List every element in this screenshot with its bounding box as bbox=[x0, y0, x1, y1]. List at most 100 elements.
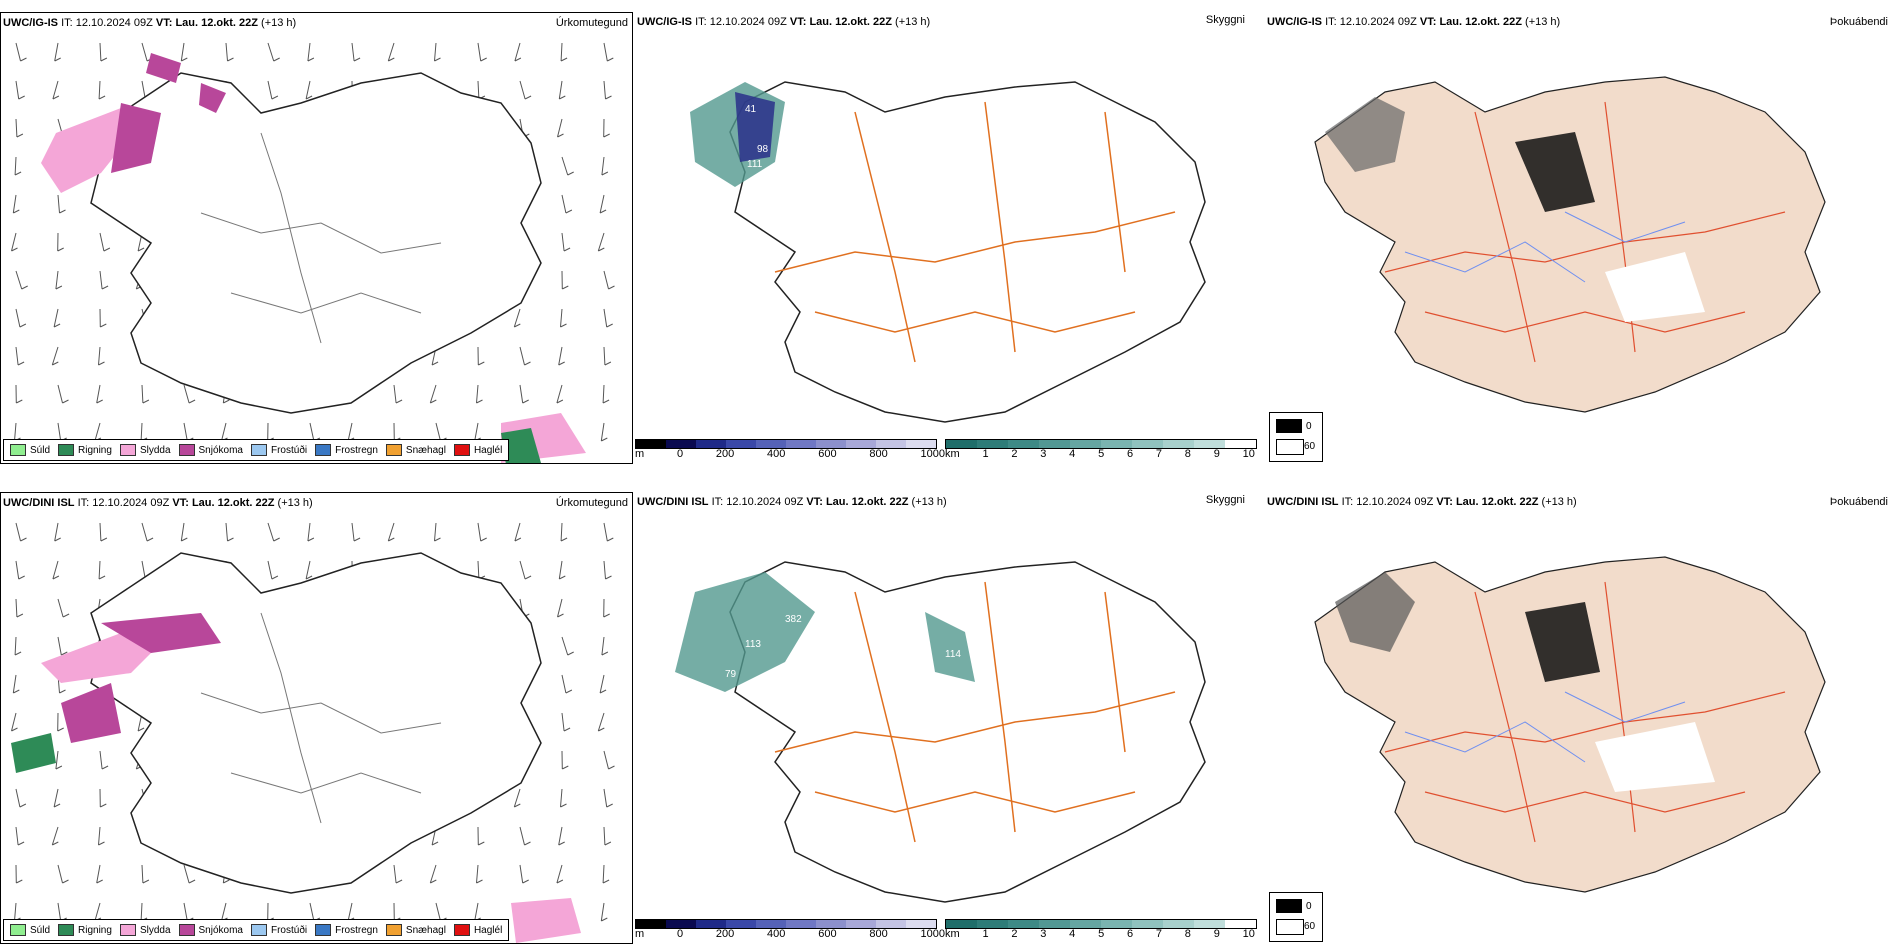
wind-barb bbox=[477, 560, 486, 580]
map-label: 98 bbox=[757, 144, 769, 155]
wind-barb bbox=[267, 42, 280, 62]
wind-barb bbox=[225, 42, 234, 62]
wind-barb bbox=[267, 522, 280, 542]
iceland-coast bbox=[90, 72, 542, 414]
wind-barb bbox=[602, 384, 610, 404]
map-label: 111 bbox=[705, 689, 721, 700]
legend-item: Frostregn bbox=[315, 444, 378, 456]
panel-title: UWC/DINI ISL IT: 12.10.2024 09Z VT: Lau.… bbox=[3, 497, 313, 509]
wind-barb bbox=[429, 384, 437, 404]
legend-item: Snæhagl bbox=[385, 924, 446, 936]
wind-barb bbox=[603, 270, 615, 290]
wind-barb bbox=[557, 598, 564, 618]
wind-barb bbox=[57, 712, 64, 732]
wind-barb bbox=[556, 864, 564, 884]
wind-barb bbox=[393, 384, 403, 404]
wind-barb bbox=[307, 522, 315, 542]
wind-barb bbox=[15, 42, 27, 62]
precip-map bbox=[11, 42, 615, 463]
wind-barb bbox=[15, 826, 25, 846]
legend-item: Frostúði bbox=[250, 444, 307, 456]
precip-type-panel-2: UWC/DINI ISL IT: 12.10.2024 09Z VT: Lau.… bbox=[0, 492, 633, 944]
wind-barb bbox=[603, 788, 613, 808]
wind-barb bbox=[57, 864, 69, 884]
wind-barb bbox=[603, 826, 612, 846]
fog-area-3 bbox=[1605, 252, 1705, 322]
wind-barb bbox=[99, 750, 109, 770]
roads bbox=[1384, 101, 1786, 363]
map-label: 113 bbox=[745, 639, 761, 650]
wind-barb bbox=[519, 346, 531, 366]
wind-barb bbox=[514, 522, 522, 542]
sleet-area bbox=[41, 633, 161, 683]
param-label: Þokuábendi bbox=[1829, 16, 1888, 28]
wind-barb bbox=[96, 864, 103, 884]
roads bbox=[200, 132, 442, 344]
rivers bbox=[1404, 691, 1686, 763]
legend-item: Snjókoma bbox=[178, 924, 243, 936]
wind-barb bbox=[601, 636, 609, 656]
wind-barb bbox=[477, 522, 487, 542]
wind-barb bbox=[603, 598, 610, 618]
wind-barb bbox=[305, 560, 313, 580]
wind-barb bbox=[98, 80, 106, 100]
map-label: 79 bbox=[725, 669, 737, 680]
wind-barb bbox=[434, 522, 441, 542]
legend-item: Snæhagl bbox=[385, 444, 446, 456]
wind-barb bbox=[561, 712, 571, 732]
rivers bbox=[1404, 211, 1686, 283]
wind-barb bbox=[558, 346, 565, 366]
wind-barb bbox=[141, 522, 154, 542]
wind-barb bbox=[52, 560, 60, 580]
wind-barb bbox=[560, 788, 567, 808]
wind-barb bbox=[519, 560, 532, 580]
panel-title: UWC/DINI ISL IT: 12.10.2024 09Z VT: Lau.… bbox=[637, 496, 947, 508]
wind-barb bbox=[387, 42, 395, 62]
rain-area bbox=[501, 428, 541, 463]
wind-barb bbox=[556, 384, 564, 404]
legend-item: Súld bbox=[10, 444, 50, 456]
wind-barb bbox=[603, 750, 615, 770]
fog-panel-1: UWC/IG-IS IT: 12.10.2024 09Z VT: Lau. 12… bbox=[1265, 12, 1900, 464]
wind-barb bbox=[429, 864, 437, 884]
wind-barb bbox=[560, 308, 567, 328]
wind-barb bbox=[561, 194, 573, 214]
wind-barb bbox=[99, 308, 107, 328]
wind-barb bbox=[561, 750, 569, 770]
wind-barb bbox=[12, 674, 20, 694]
wind-barb bbox=[53, 788, 61, 808]
legend-item: Snjókoma bbox=[178, 444, 243, 456]
fog-legend: 0 60 bbox=[1269, 412, 1323, 462]
wind-barb bbox=[52, 80, 60, 100]
wind-barb bbox=[477, 346, 485, 366]
wind-barb bbox=[561, 674, 573, 694]
legend-item: Haglél bbox=[453, 444, 502, 456]
wind-barb bbox=[57, 194, 66, 214]
visibility-colorbar: km 1 2 3 4 5 6 7 8 9 10 bbox=[945, 919, 1257, 941]
wind-barb bbox=[98, 346, 105, 366]
wind-barb bbox=[96, 384, 103, 404]
wind-barb bbox=[305, 80, 313, 100]
wind-barb bbox=[561, 156, 574, 176]
wind-barb bbox=[351, 522, 361, 542]
wind-barb bbox=[513, 788, 521, 808]
wind-barb bbox=[476, 864, 483, 884]
panel-title: UWC/IG-IS IT: 12.10.2024 09Z VT: Lau. 12… bbox=[3, 17, 297, 29]
wind-barb bbox=[55, 750, 63, 770]
wind-barb bbox=[519, 384, 529, 404]
ceiling-colorbar: m 0 200 400 600 800 1000 bbox=[635, 439, 945, 461]
wind-barb bbox=[15, 522, 27, 542]
wind-barb bbox=[183, 384, 196, 404]
legend-item: Súld bbox=[10, 924, 50, 936]
snow-area-2 bbox=[61, 683, 121, 743]
wind-barb bbox=[600, 422, 608, 442]
iceland-fog bbox=[1314, 76, 1826, 413]
param-label: Skyggni bbox=[1205, 14, 1245, 26]
visibility-map: 382 113 79 111 114 bbox=[675, 561, 1206, 903]
wind-barb bbox=[99, 270, 109, 290]
wind-barb bbox=[307, 42, 315, 62]
wind-barb bbox=[53, 308, 61, 328]
sleet-area-2 bbox=[511, 898, 581, 943]
sleet-area bbox=[41, 108, 141, 193]
wind-barb bbox=[393, 864, 403, 884]
